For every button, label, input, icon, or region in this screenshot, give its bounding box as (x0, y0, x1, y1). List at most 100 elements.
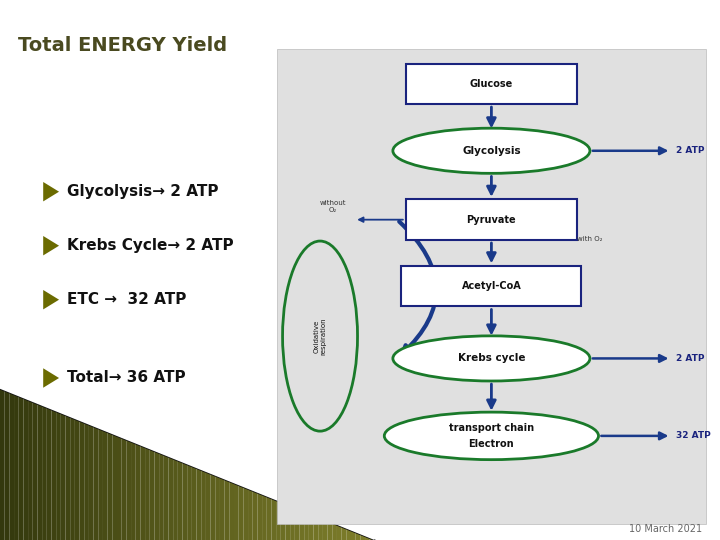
Text: Oxidative
respiration: Oxidative respiration (313, 318, 327, 355)
Polygon shape (187, 464, 192, 540)
Polygon shape (71, 417, 75, 540)
Polygon shape (230, 482, 234, 540)
FancyBboxPatch shape (406, 199, 577, 240)
Polygon shape (79, 421, 84, 540)
Polygon shape (28, 400, 33, 540)
Text: 32 ATP: 32 ATP (675, 431, 711, 441)
Polygon shape (183, 462, 187, 540)
Polygon shape (43, 290, 59, 309)
Polygon shape (318, 517, 323, 540)
Polygon shape (164, 455, 168, 540)
Text: with O₂: with O₂ (577, 235, 603, 242)
FancyBboxPatch shape (406, 64, 577, 104)
Polygon shape (112, 434, 117, 540)
Polygon shape (159, 453, 164, 540)
Polygon shape (131, 442, 135, 540)
Polygon shape (43, 182, 59, 201)
Ellipse shape (393, 128, 590, 173)
Text: transport chain: transport chain (449, 423, 534, 433)
Polygon shape (248, 489, 253, 540)
FancyBboxPatch shape (277, 49, 706, 524)
Polygon shape (174, 459, 178, 540)
Polygon shape (178, 461, 183, 540)
Polygon shape (168, 457, 174, 540)
Text: 2 ATP: 2 ATP (675, 146, 704, 156)
Polygon shape (33, 402, 37, 540)
Polygon shape (89, 424, 94, 540)
Polygon shape (154, 451, 159, 540)
Polygon shape (309, 514, 314, 540)
Polygon shape (356, 532, 361, 540)
Polygon shape (19, 396, 23, 540)
Polygon shape (271, 498, 276, 540)
Polygon shape (365, 536, 370, 540)
Polygon shape (220, 477, 225, 540)
Polygon shape (75, 419, 79, 540)
Polygon shape (243, 487, 248, 540)
Polygon shape (351, 530, 356, 540)
Polygon shape (262, 495, 267, 540)
Polygon shape (127, 440, 131, 540)
Text: 10 March 2021: 10 March 2021 (629, 523, 702, 534)
Polygon shape (370, 538, 374, 540)
Polygon shape (84, 423, 89, 540)
Ellipse shape (393, 336, 590, 381)
Polygon shape (52, 409, 56, 540)
Ellipse shape (384, 412, 598, 460)
Text: Krebs Cycle→ 2 ATP: Krebs Cycle→ 2 ATP (67, 238, 233, 253)
Polygon shape (314, 515, 318, 540)
Polygon shape (66, 415, 71, 540)
Text: Pyruvate: Pyruvate (467, 215, 516, 225)
Polygon shape (103, 430, 108, 540)
FancyBboxPatch shape (402, 266, 581, 306)
Polygon shape (295, 508, 300, 540)
Text: ETC →  32 ATP: ETC → 32 ATP (67, 292, 186, 307)
Text: Glycolysis→ 2 ATP: Glycolysis→ 2 ATP (67, 184, 218, 199)
Polygon shape (253, 491, 258, 540)
Polygon shape (0, 0, 374, 540)
Polygon shape (346, 529, 351, 540)
Polygon shape (14, 394, 19, 540)
Polygon shape (60, 414, 66, 540)
Polygon shape (267, 497, 271, 540)
Polygon shape (37, 404, 42, 540)
FancyArrowPatch shape (399, 221, 436, 353)
Text: 2 ATP: 2 ATP (675, 354, 704, 363)
Polygon shape (215, 476, 220, 540)
Text: Total→ 36 ATP: Total→ 36 ATP (67, 370, 186, 386)
Polygon shape (361, 535, 365, 540)
Polygon shape (285, 504, 290, 540)
Polygon shape (0, 389, 5, 540)
Polygon shape (94, 427, 98, 540)
Polygon shape (281, 502, 285, 540)
Polygon shape (332, 523, 337, 540)
Polygon shape (323, 519, 328, 540)
Polygon shape (43, 368, 59, 388)
Polygon shape (192, 466, 197, 540)
Polygon shape (140, 446, 145, 540)
Polygon shape (197, 468, 201, 540)
Text: Electron: Electron (469, 439, 514, 449)
Polygon shape (225, 480, 230, 540)
Text: Acetyl-CoA: Acetyl-CoA (462, 281, 521, 291)
Text: without
O₂: without O₂ (320, 200, 346, 213)
Polygon shape (234, 483, 238, 540)
Polygon shape (42, 406, 47, 540)
Text: Krebs cycle: Krebs cycle (458, 354, 525, 363)
Polygon shape (135, 444, 140, 540)
Polygon shape (304, 512, 309, 540)
Polygon shape (258, 492, 262, 540)
Text: Glycolysis: Glycolysis (462, 146, 521, 156)
Text: Total ENERGY Yield: Total ENERGY Yield (18, 36, 227, 56)
Polygon shape (43, 236, 59, 255)
Polygon shape (150, 449, 154, 540)
Polygon shape (47, 408, 52, 540)
Polygon shape (337, 525, 341, 540)
Polygon shape (276, 500, 281, 540)
Polygon shape (98, 429, 103, 540)
Polygon shape (9, 393, 14, 540)
Polygon shape (108, 432, 112, 540)
Polygon shape (341, 527, 346, 540)
Polygon shape (238, 485, 243, 540)
Polygon shape (56, 411, 60, 540)
